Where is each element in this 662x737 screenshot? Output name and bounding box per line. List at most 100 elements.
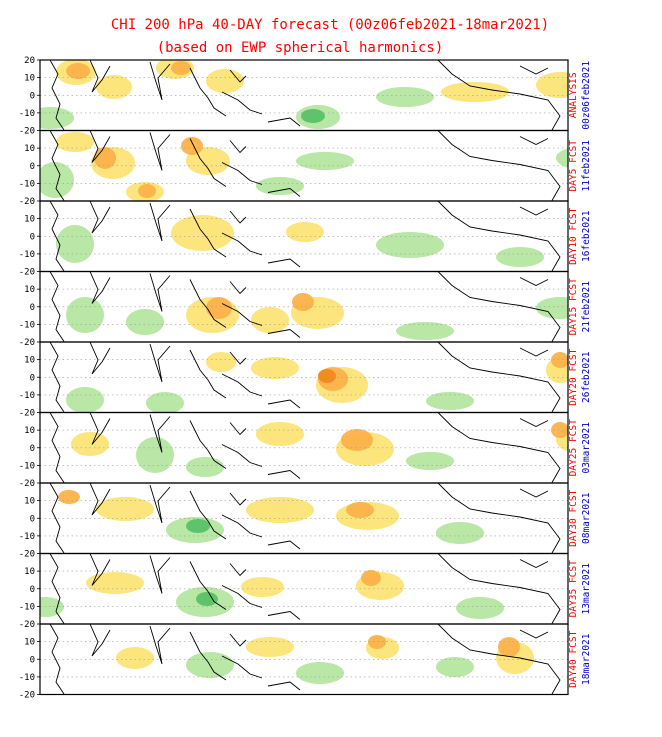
y-tick-label: -20 [19, 197, 35, 207]
panel-date-label: 26feb2021 [581, 351, 592, 403]
positive-region [246, 637, 294, 657]
negative-region [186, 457, 224, 477]
panel-3: 10 0 -10 -20 DAY10 FCST 16feb2021 [19, 200, 592, 278]
panel-5: 10 0 -10 -20 DAY20 FCST 26feb2021 [19, 341, 592, 419]
negative-region [536, 297, 568, 319]
positive-region [71, 432, 109, 456]
positive-region [171, 215, 234, 251]
panel-lead-label: DAY10 FCST [568, 207, 579, 264]
positive-strong-region [361, 570, 381, 586]
positive-strong-region [551, 422, 568, 438]
panel-date-label: 18mar2021 [581, 633, 592, 685]
panel-date-label: 03mar2021 [581, 422, 592, 474]
negative-region [426, 392, 474, 410]
y-tick-label: -20 [19, 691, 35, 701]
coastline [49, 271, 561, 342]
panel-lead-label: ANALYSIS [568, 72, 579, 118]
positive-region [246, 497, 314, 523]
positive-region [116, 647, 154, 669]
positive-strong-region [94, 147, 116, 169]
negative-region [66, 297, 104, 333]
panel-fields [40, 412, 568, 483]
positive-region [86, 572, 144, 594]
y-tick-label: -10 [19, 461, 35, 471]
panel-date-label: 00z06feb2021 [581, 61, 592, 130]
positive-strong-region [171, 61, 191, 75]
y-tick-label: 20 [24, 56, 35, 66]
y-tick-label: 10 [24, 497, 35, 507]
negative-region [146, 392, 184, 413]
y-tick-label: -20 [19, 620, 35, 630]
y-tick-label: -10 [19, 673, 35, 683]
panel-fields [40, 624, 568, 695]
positive-strong-region [206, 297, 232, 319]
panel-lead-label: DAY5 FCST [568, 140, 579, 192]
panel-lead-label: DAY25 FCST [568, 419, 579, 476]
positive-region [241, 577, 284, 597]
panel-lead-label: DAY35 FCST [568, 560, 579, 617]
positive-strong-region [341, 429, 373, 451]
y-tick-label: 0 [30, 232, 35, 242]
positive-strong-region [368, 635, 386, 649]
panel-date-label: 16feb2021 [581, 210, 592, 262]
panel-fields [40, 130, 568, 201]
panel-fields [40, 60, 568, 131]
panel-lead-label: DAY15 FCST [568, 278, 579, 335]
panel-date-label: 13mar2021 [581, 563, 592, 615]
negative-region [56, 225, 94, 263]
y-tick-label: 10 [24, 144, 35, 154]
panel-frame [39, 341, 569, 414]
y-tick-label: -10 [19, 602, 35, 612]
positive-strong-region [138, 184, 156, 198]
negative-region [436, 522, 484, 544]
y-tick-label: 10 [24, 285, 35, 295]
y-tick-label: 10 [24, 426, 35, 436]
panel-9: 10 0 -10 -20 DAY40 FCST 18mar2021 [19, 623, 592, 701]
positive-region [536, 72, 568, 98]
negative-region [136, 437, 174, 473]
panel-fields [40, 553, 568, 624]
panel-fields [40, 201, 568, 272]
positive-region [56, 132, 94, 152]
coastline [49, 483, 561, 554]
coastline [49, 201, 561, 272]
panel-8: 10 0 -10 -20 DAY35 FCST 13mar2021 [19, 552, 592, 630]
negative-region [406, 452, 454, 470]
positive-strong-region [58, 490, 80, 504]
chart-subtitle: (based on EWP spherical harmonics) [157, 40, 444, 56]
y-tick-label: 0 [30, 514, 35, 524]
coastline [49, 130, 561, 201]
positive-strong-region [551, 352, 568, 368]
chart-title: CHI 200 hPa 40-DAY forecast (00z06feb202… [111, 17, 549, 33]
negative-strong-region [301, 109, 325, 123]
y-tick-label: -10 [19, 250, 35, 260]
y-tick-label: 10 [24, 74, 35, 84]
negative-region [456, 597, 504, 619]
y-tick-label: -20 [19, 550, 35, 560]
y-tick-label: -10 [19, 391, 35, 401]
negative-strong-region [196, 592, 218, 606]
positive-region [251, 357, 299, 379]
y-tick-label: 0 [30, 162, 35, 172]
panel-date-label: 11feb2021 [581, 140, 592, 192]
y-tick-label: 0 [30, 91, 35, 101]
y-tick-label: 0 [30, 655, 35, 665]
y-tick-label: 0 [30, 373, 35, 383]
y-tick-label: 0 [30, 585, 35, 595]
positive-region [206, 352, 236, 372]
negative-region [40, 162, 74, 198]
negative-region [40, 107, 74, 129]
negative-region [496, 247, 544, 267]
negative-region [396, 322, 454, 340]
y-tick-label: -10 [19, 320, 35, 330]
panel-fields [40, 483, 568, 554]
positive-region [441, 82, 509, 102]
y-tick-label: -10 [19, 179, 35, 189]
y-tick-label: -20 [19, 338, 35, 348]
negative-region [256, 177, 304, 195]
y-tick-label: 0 [30, 303, 35, 313]
y-tick-label: -20 [19, 409, 35, 419]
y-tick-label: 10 [24, 638, 35, 648]
y-tick-label: 10 [24, 567, 35, 577]
